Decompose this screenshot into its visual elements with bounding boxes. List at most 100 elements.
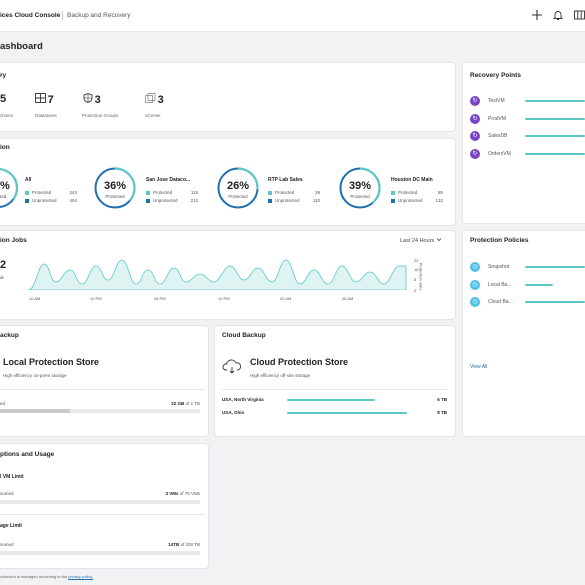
inventory-card <box>0 62 456 132</box>
inventory-datastores[interactable]: 7 <box>35 93 54 106</box>
cloud-store-name[interactable]: Cloud Protection Store <box>250 357 349 367</box>
cloud-icon <box>222 359 242 377</box>
storage-limit-title: age Limit <box>0 523 22 529</box>
recovery-point-icon: ↻ <box>470 131 480 141</box>
header-divider <box>62 11 63 20</box>
donut-rtp-lab-percent: 26% <box>226 180 250 192</box>
donut-san-jose[interactable] <box>93 166 137 210</box>
vcenter-label: vCenter <box>145 113 161 118</box>
recovery-points-title: Recovery Points <box>470 72 521 79</box>
group-san-jose-name: San Jose Dataco... <box>146 177 191 183</box>
region-0-value: 6 TB <box>437 397 447 402</box>
view-all-link[interactable]: View All <box>470 364 488 370</box>
privacy-policy-link[interactable]: privacy policy. <box>68 574 94 579</box>
policy-icon: ◷ <box>470 280 480 290</box>
datastores-count: 7 <box>47 94 54 106</box>
vm-usage-bar <box>0 500 200 504</box>
policy-bar <box>525 266 585 268</box>
donut-san-jose-percent: 36% <box>103 180 127 192</box>
protection-policies-title: Protection Policies <box>470 237 529 244</box>
jobs-total-label: al <box>0 275 4 280</box>
protection-groups-count: 3 <box>94 94 101 106</box>
jobs-title: ion Jobs <box>0 237 27 244</box>
policy-bar <box>525 301 585 303</box>
local-backup-card <box>0 325 209 437</box>
donut-all[interactable] <box>0 166 20 210</box>
vm-consumed-label: sumed <box>0 491 14 496</box>
inventory-protection-groups[interactable]: 3 <box>83 93 101 106</box>
x-tick-0: 10 AM <box>29 296 41 301</box>
inventory-title: ry <box>0 72 7 79</box>
plus-icon[interactable] <box>531 9 543 22</box>
recovery-point-icon: ↻ <box>470 114 480 124</box>
storage-usage-bar <box>0 551 200 555</box>
group-rtp-lab-name: RTP Lab Sales <box>268 177 303 183</box>
recovery-point-label: SalesDB <box>488 133 508 139</box>
bell-icon[interactable] <box>552 9 564 22</box>
vms-count: 5 <box>0 93 7 105</box>
recovery-point-label: OrdersVM <box>488 151 511 157</box>
chevron-down-icon <box>436 238 442 244</box>
app-brand[interactable]: ices Cloud Console <box>0 12 61 19</box>
group-houston-name: Houston DC Main <box>391 177 433 183</box>
donut-houston[interactable] <box>338 166 382 210</box>
region-1-name: USA, Ohio <box>222 410 245 415</box>
inventory-vms[interactable]: 5 <box>0 93 6 105</box>
recovery-point-bar <box>525 135 585 137</box>
divider <box>0 389 205 390</box>
donut-houston-percent: 39% <box>348 180 372 192</box>
top-bar: ices Cloud Console Backup and Recovery <box>0 0 585 32</box>
x-tick-5: 06 AM <box>342 296 354 301</box>
recovery-point-bar <box>525 153 585 155</box>
protection-title: ion <box>0 144 10 151</box>
y-axis-label: Protection Jobs <box>418 262 424 291</box>
recovery-point-bar <box>525 118 585 120</box>
local-store-name[interactable]: Local Protection Store <box>3 357 100 367</box>
legend-san-jose-unprotected: Unprotected 212 <box>146 198 198 203</box>
jobs-total-value: 2 <box>0 259 7 271</box>
local-used-label: ed <box>0 401 6 406</box>
region-0-name: USA, North Virginia <box>222 397 264 402</box>
legend-houston-protected: Protected 85 <box>391 190 443 195</box>
legend-houston-unprotected: Unprotected 132 <box>391 198 443 203</box>
group-all-name: All <box>25 177 32 183</box>
legend-rtp-lab-unprotected: Unprotected 110 <box>268 198 320 203</box>
recovery-point-label: ProdVM <box>488 116 507 122</box>
recovery-points-card <box>462 62 585 224</box>
region-0-bar <box>287 399 375 401</box>
datastore-icon <box>35 93 46 105</box>
vcenter-count: 3 <box>157 94 164 106</box>
region-1-value: 8 TB <box>437 410 447 415</box>
time-range-label: Last 24 Hours <box>400 238 435 244</box>
protection-groups-label: Protection Groups <box>82 113 119 118</box>
local-usage-bar <box>0 409 200 413</box>
policy-icon: ◷ <box>470 262 480 272</box>
legend-rtp-lab-protected: Protected 39 <box>268 190 320 195</box>
cloud-store-desc: High efficiency off-site storage <box>250 373 311 378</box>
recovery-point-icon: ↻ <box>470 96 480 106</box>
x-tick-4: 02 AM <box>280 296 292 301</box>
local-used-value: 22 GB of 1 TB <box>171 401 200 406</box>
subscriptions-title: ptions and Usage <box>0 451 55 458</box>
donut-san-jose-sub: Protected <box>105 194 125 199</box>
footer: collected is managed according to the pr… <box>0 574 93 579</box>
donut-rtp-lab-sub: Protected <box>228 194 248 199</box>
divider <box>222 389 447 390</box>
legend-all-unprotected: Unprotected 454 <box>25 198 77 203</box>
breadcrumb[interactable]: Backup and Recovery <box>67 12 131 19</box>
donut-rtp-lab[interactable] <box>216 166 260 210</box>
y-tick-1: 16 <box>414 267 419 272</box>
shield-icon <box>83 93 93 105</box>
local-store-desc: High efficiency on-prem storage <box>3 373 67 378</box>
time-range-dropdown[interactable]: Last 24 Hours <box>400 237 442 244</box>
datastores-label: Datastores <box>35 113 57 118</box>
recovery-point-label: TestVM <box>488 98 505 104</box>
y-tick-2: 8 <box>414 277 417 282</box>
local-usage-fill <box>0 409 70 413</box>
inventory-vcenter[interactable]: 3 <box>145 93 164 106</box>
grid-icon[interactable] <box>573 9 585 22</box>
storage-consumed-value: 14TB of 200 TB <box>168 542 200 547</box>
x-tick-1: 10 PM <box>90 296 102 301</box>
cloud-backup-title: Cloud Backup <box>222 332 266 339</box>
jobs-area-chart[interactable] <box>28 256 408 290</box>
